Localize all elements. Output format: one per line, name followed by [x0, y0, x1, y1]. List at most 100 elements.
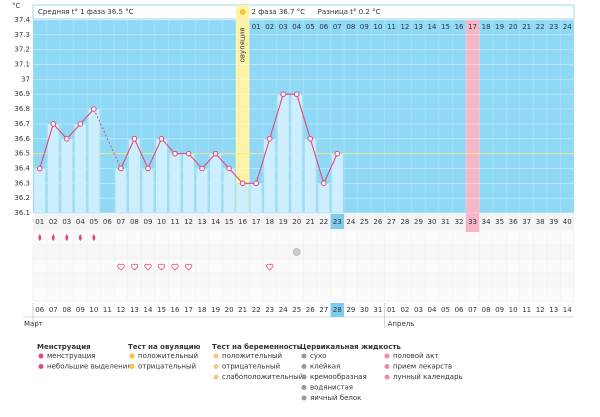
day-label: 24	[346, 218, 355, 226]
date-label: 07	[468, 306, 477, 314]
temp-point	[77, 121, 84, 127]
stat-diff: Разница t° 0.2 °C	[318, 8, 381, 16]
temp-bar	[33, 168, 46, 214]
today-date-marker	[330, 303, 345, 317]
event-heart	[184, 263, 193, 271]
phase2-day-label: 23	[549, 23, 558, 31]
event-heart	[117, 263, 125, 271]
legend-icon	[301, 374, 307, 380]
temp-bar	[250, 183, 263, 214]
temp-bar	[114, 168, 127, 214]
temp-point	[307, 135, 314, 142]
day-label: 21	[306, 218, 315, 226]
temp-point	[226, 165, 232, 172]
phase2-day-label: 02	[265, 23, 274, 31]
event-menstruation	[78, 234, 82, 241]
legend-item: кремообразная	[310, 373, 367, 381]
legend-icon	[129, 364, 135, 369]
legend-icon	[301, 385, 307, 390]
date-label: 03	[414, 306, 423, 314]
phase2-day-label: 05	[306, 23, 315, 31]
date-label: 05	[441, 306, 450, 314]
day-label: 32	[455, 218, 464, 226]
date-label: 21	[238, 306, 247, 314]
date-label: 20	[225, 306, 234, 314]
day-label: 35	[495, 218, 504, 226]
date-label: 19	[211, 306, 220, 314]
temp-point	[334, 150, 341, 157]
day-label: 37	[522, 218, 531, 226]
day-label: 29	[414, 218, 423, 226]
day-label: 31	[441, 218, 450, 226]
date-label: 12	[116, 306, 125, 314]
phase2-day-label: 07	[333, 23, 342, 31]
date-label: 10	[89, 306, 98, 314]
temp-bar	[236, 183, 249, 214]
date-label: 04	[428, 306, 437, 314]
date-label: 14	[563, 306, 572, 314]
phase2-day-label: 11	[387, 23, 396, 31]
date-label: 13	[130, 306, 139, 314]
day-label: 02	[49, 218, 58, 226]
phase2-day-label: 04	[292, 23, 301, 31]
sun-icon	[239, 9, 246, 15]
legend-item: положительный	[138, 352, 198, 360]
temp-point	[36, 165, 43, 172]
day-label: 16	[238, 218, 247, 226]
date-label: 09	[495, 306, 504, 314]
legend-item: слабоположительный	[222, 373, 303, 381]
day-label: 17	[252, 218, 261, 226]
temp-bar	[196, 168, 209, 214]
day-label: 34	[482, 218, 491, 226]
legend-item: небольшие выделения	[47, 363, 132, 371]
event-menstruation	[38, 234, 42, 241]
phase2-day-label: 13	[414, 23, 423, 31]
day-label: 08	[130, 218, 139, 226]
event-heart	[157, 263, 166, 271]
temp-point	[185, 150, 192, 157]
day-label: 23	[333, 218, 342, 226]
event-heart	[265, 263, 274, 271]
y-tick-label: 36.2	[14, 194, 30, 202]
legend-title: Тест на овуляцию	[128, 343, 201, 351]
day-label: 18	[265, 218, 274, 226]
y-tick-label: 36.6	[14, 135, 30, 143]
day-label: 40	[563, 218, 572, 226]
date-label: 22	[252, 306, 261, 314]
legend-icon	[38, 353, 44, 359]
temp-point	[239, 180, 246, 187]
temp-point	[266, 135, 273, 142]
event-heart	[171, 263, 179, 271]
date-label: 27	[319, 306, 328, 314]
date-label: 31	[373, 306, 382, 314]
event-heart	[144, 263, 152, 271]
date-label: 08	[482, 306, 491, 314]
temp-point	[212, 150, 219, 157]
temp-bar	[263, 138, 276, 214]
y-tick-label: 36.8	[14, 105, 30, 113]
y-tick-label: 36.7	[14, 120, 30, 128]
y-tick-label: 37.4	[14, 16, 30, 24]
stat-phase2: 2 фаза 36.7 °C	[252, 8, 306, 16]
date-label: 11	[522, 306, 531, 314]
day-label: 07	[116, 218, 125, 226]
legend-item: водянистая	[310, 384, 353, 392]
temp-point	[118, 165, 124, 172]
temp-bar	[182, 153, 195, 214]
temp-point	[199, 165, 205, 172]
y-unit: °C	[12, 2, 21, 10]
day-label: 22	[319, 218, 328, 226]
date-label: 30	[360, 306, 369, 314]
phase2-day-label: 20	[509, 23, 518, 31]
day-label: 38	[536, 218, 545, 226]
temp-bar	[223, 168, 236, 214]
date-label: 16	[171, 306, 180, 314]
date-label: 06	[455, 306, 464, 314]
y-tick-label: 36.3	[14, 179, 30, 187]
phase2-day-label: 03	[279, 23, 288, 31]
today-marker	[330, 214, 345, 229]
phase2-day-label: 10	[373, 23, 382, 31]
y-tick-label: 36.1	[14, 209, 30, 217]
date-label: 10	[509, 306, 518, 314]
event-heart	[130, 263, 139, 271]
